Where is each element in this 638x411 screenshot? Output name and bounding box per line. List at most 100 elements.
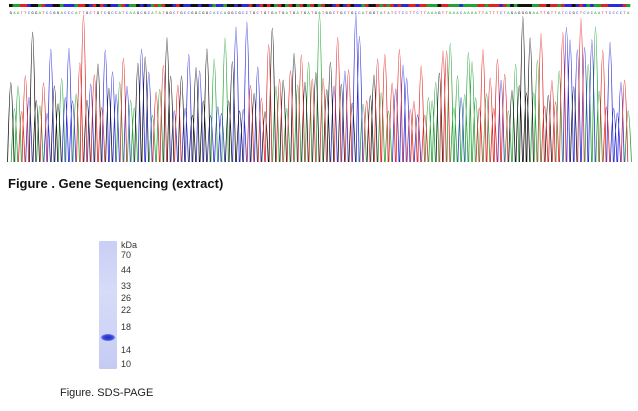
base-call-bar-cell [139, 4, 144, 7]
base-call-letter: A [449, 12, 452, 16]
base-call-letter: T [79, 12, 82, 16]
base-call-letter: G [573, 12, 576, 16]
base-call-letter: C [405, 12, 408, 16]
base-call-bar-cell [183, 4, 188, 7]
base-call-letter: G [271, 12, 274, 16]
base-call-bar-cell [364, 4, 369, 7]
base-call-bar-cell [219, 4, 224, 7]
base-call-bar-cell [295, 4, 300, 7]
base-call-bar-cell [444, 4, 449, 7]
base-call-bar-cell [401, 4, 406, 7]
base-call-bar-cell [121, 4, 126, 7]
base-call-bar-cell [292, 4, 297, 7]
base-call-letter: G [522, 12, 525, 16]
base-call-bar-cell [379, 4, 384, 7]
base-call-letter: G [264, 12, 267, 16]
base-call-letter: G [35, 12, 38, 16]
base-call-bar-cell [19, 4, 24, 7]
base-call-letter: T [155, 12, 158, 16]
base-call-bar-cell [484, 4, 489, 7]
base-call-bar-cell [328, 4, 333, 7]
base-call-letter: C [104, 12, 107, 16]
base-call-letter: C [576, 12, 579, 16]
base-call-bar-cell [481, 4, 486, 7]
base-call-bar-cell [524, 4, 529, 7]
base-call-bar-cell [531, 4, 536, 7]
base-call-letter: T [24, 12, 27, 16]
base-call-letter: G [166, 12, 169, 16]
base-call-bar-cell [423, 4, 427, 7]
base-call-letter: G [547, 12, 550, 16]
base-call-bar-cell [502, 4, 507, 7]
base-call-letter: T [42, 12, 45, 16]
base-call-letter: G [144, 12, 147, 16]
base-call-bar-cell [600, 4, 605, 7]
base-call-letter: G [169, 12, 172, 16]
base-call-letter: C [235, 12, 238, 16]
base-call-bar-cell [270, 4, 275, 7]
base-call-bar-cell [56, 4, 61, 7]
base-call-letter: G [369, 12, 372, 16]
base-call-bar-cell [41, 4, 46, 7]
base-call-bar-cell [38, 4, 42, 7]
base-call-letter: A [453, 12, 456, 16]
base-call-letter: T [366, 12, 369, 16]
base-call-letter: G [202, 12, 205, 16]
base-call-bar-cell [212, 4, 217, 7]
base-call-bar-cell [404, 4, 409, 7]
base-call-letter: A [435, 12, 438, 16]
base-call-bar-cell [154, 4, 159, 7]
base-call-letter: T [278, 12, 281, 16]
base-call-letter: G [57, 12, 60, 16]
base-call-letter: T [580, 12, 583, 16]
base-call-letter: G [231, 12, 234, 16]
base-call-bar-cell [117, 4, 122, 7]
base-call-letter: C [46, 12, 49, 16]
base-call-letter: A [558, 12, 561, 16]
base-call-bar-cell [626, 4, 631, 7]
base-call-bar-cell [437, 4, 442, 7]
gel-lane [99, 241, 117, 369]
marker-label-44: 44 [121, 265, 132, 275]
base-call-letter: A [427, 12, 430, 16]
kda-unit-label: kDa [121, 240, 138, 250]
base-call-letter: C [416, 12, 419, 16]
base-call-bar-cell [462, 4, 467, 7]
base-call-bar-cell [172, 4, 177, 7]
base-call-letter: G [195, 12, 198, 16]
base-call-bar-cell [165, 4, 170, 7]
base-call-bar-cell [383, 4, 387, 7]
base-call-letter: T [445, 12, 448, 16]
base-call-bar-cell [542, 4, 547, 7]
base-call-letter: A [464, 12, 467, 16]
base-call-bar-cell [16, 4, 21, 7]
base-call-letter: C [71, 12, 74, 16]
base-call-bar-cell [346, 4, 351, 7]
base-call-letter: G [326, 12, 329, 16]
base-call-bar-cell [550, 4, 555, 7]
base-call-bar-cell [128, 4, 133, 7]
base-call-letter: G [529, 12, 532, 16]
base-call-letter: G [511, 12, 514, 16]
base-call-bar-cell [259, 4, 264, 7]
base-call-bar-cell [59, 4, 64, 7]
base-call-letter: G [53, 12, 56, 16]
base-call-letter: A [213, 12, 216, 16]
marker-label-22: 22 [121, 305, 132, 315]
sds-page-gel: kDa 70 44 33 26 22 18 14 10 [96, 238, 176, 378]
base-call-bar-cell [499, 4, 504, 7]
marker-label-33: 33 [121, 281, 132, 291]
base-call-bar-cell [426, 4, 431, 7]
base-call-letter: C [198, 12, 201, 16]
base-call-letter: C [64, 12, 67, 16]
base-call-bar-cell [535, 4, 540, 7]
base-call-letter: T [551, 12, 554, 16]
base-call-bar-cell [263, 4, 268, 7]
base-call-bar-cell [408, 4, 413, 7]
base-call-letter: C [565, 12, 568, 16]
base-call-letter: A [627, 12, 630, 16]
base-call-bar-cell [266, 4, 271, 7]
base-call-bar-cell [590, 4, 594, 7]
